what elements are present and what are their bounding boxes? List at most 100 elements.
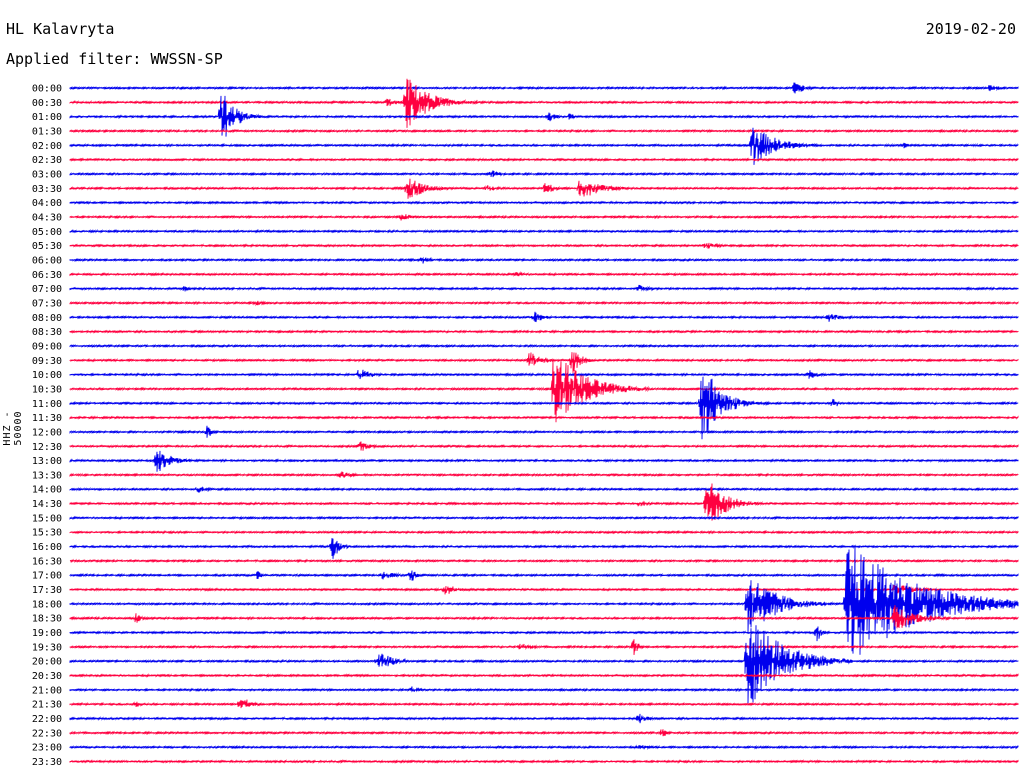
trace-line (69, 558, 1019, 564)
trace-line (69, 538, 1019, 559)
time-tick-label: 18:30 (32, 614, 62, 625)
time-tick-label: 07:00 (32, 284, 62, 295)
time-tick-label: 14:00 (32, 485, 62, 496)
time-tick-label: 15:30 (32, 528, 62, 539)
trace-line (69, 78, 1019, 128)
time-tick-label: 08:30 (32, 327, 62, 338)
trace-line (69, 352, 1019, 373)
trace-line (69, 200, 1019, 205)
time-tick-label: 22:30 (32, 728, 62, 739)
time-tick-label: 10:30 (32, 384, 62, 395)
trace-line (69, 729, 1019, 737)
time-tick-label: 02:30 (32, 155, 62, 166)
trace-line (69, 178, 1019, 199)
trace-line (69, 515, 1019, 521)
time-tick-label: 14:30 (32, 499, 62, 510)
time-tick-label: 09:00 (32, 341, 62, 352)
trace-line (69, 360, 1019, 423)
trace-line (69, 547, 1019, 655)
time-tick-label: 05:30 (32, 241, 62, 252)
time-tick-label: 13:30 (32, 470, 62, 481)
trace-line (69, 415, 1019, 420)
trace-line (69, 300, 1019, 307)
time-tick-label: 16:00 (32, 542, 62, 553)
time-tick-label: 11:30 (32, 413, 62, 424)
trace-line (69, 483, 1019, 521)
trace-line (69, 343, 1019, 349)
filter-label: Applied filter: WWSSN-SP (6, 50, 223, 68)
time-tick-label: 03:00 (32, 169, 62, 180)
trace-line (69, 157, 1019, 162)
time-tick-label: 12:30 (32, 442, 62, 453)
time-tick-label: 18:00 (32, 599, 62, 610)
time-tick-label: 00:00 (32, 84, 62, 95)
trace-line (69, 686, 1019, 693)
trace-line (69, 256, 1019, 264)
time-tick-label: 07:30 (32, 298, 62, 309)
trace-line (69, 471, 1019, 478)
trace-line (69, 242, 1019, 249)
trace-line (69, 744, 1019, 751)
time-tick-label: 01:30 (32, 126, 62, 137)
time-tick-label: 04:30 (32, 212, 62, 223)
trace-line (69, 128, 1019, 134)
trace-line (69, 529, 1019, 535)
time-tick-label: 03:30 (32, 184, 62, 195)
trace-line (69, 699, 1019, 709)
trace-line (69, 441, 1019, 451)
time-tick-label: 20:00 (32, 657, 62, 668)
time-tick-label: 23:00 (32, 743, 62, 754)
trace-line (69, 713, 1019, 724)
trace-line (69, 311, 1019, 323)
trace-line (69, 673, 1019, 678)
trace-line (69, 170, 1019, 178)
time-tick-label: 16:30 (32, 556, 62, 567)
trace-line (69, 425, 1019, 438)
trace-line (69, 486, 1019, 493)
trace-line (69, 376, 1019, 440)
trace-line (69, 284, 1019, 292)
trace-line (69, 228, 1019, 234)
time-tick-label: 21:00 (32, 685, 62, 696)
time-tick-label: 08:00 (32, 313, 62, 324)
trace-line (69, 369, 1019, 380)
time-tick-label: 10:00 (32, 370, 62, 381)
time-tick-label: 19:30 (32, 642, 62, 653)
time-tick-label: 21:30 (32, 700, 62, 711)
time-tick-label: 04:00 (32, 198, 62, 209)
time-tick-labels: 00:00 00:30 01:00 01:30 02:00 02:30 03:00 03:30… (32, 84, 62, 769)
trace-line (69, 127, 1019, 165)
time-tick-label: 15:00 (32, 513, 62, 524)
trace-line (69, 759, 1019, 764)
seismic-traces (69, 78, 1019, 764)
time-tick-label: 09:30 (32, 356, 62, 367)
time-tick-label: 05:00 (32, 227, 62, 238)
trace-line (69, 214, 1019, 221)
trace-line (69, 584, 1019, 595)
time-tick-label: 22:00 (32, 714, 62, 725)
time-tick-label: 20:30 (32, 671, 62, 682)
time-tick-label: 23:30 (32, 757, 62, 768)
time-tick-label: 13:00 (32, 456, 62, 467)
trace-line (69, 639, 1019, 655)
station-title: HL Kalavryta (6, 20, 115, 38)
time-tick-label: 01:00 (32, 112, 62, 123)
trace-line (69, 271, 1019, 277)
trace-line (69, 605, 1019, 629)
trace-line (69, 625, 1019, 704)
trace-line (69, 570, 1019, 581)
time-tick-label: 19:00 (32, 628, 62, 639)
time-tick-label: 17:00 (32, 571, 62, 582)
time-tick-label: 11:00 (32, 399, 62, 410)
time-tick-label: 17:30 (32, 585, 62, 596)
date-label: 2019-02-20 (925, 20, 1016, 38)
time-tick-label: 02:00 (32, 141, 62, 152)
trace-line (69, 82, 1019, 94)
trace-line (69, 329, 1019, 334)
time-tick-label: 06:00 (32, 255, 62, 266)
trace-line (69, 450, 1019, 472)
time-tick-label: 12:00 (32, 427, 62, 438)
trace-line (69, 95, 1019, 137)
time-tick-label: 00:30 (32, 98, 62, 109)
